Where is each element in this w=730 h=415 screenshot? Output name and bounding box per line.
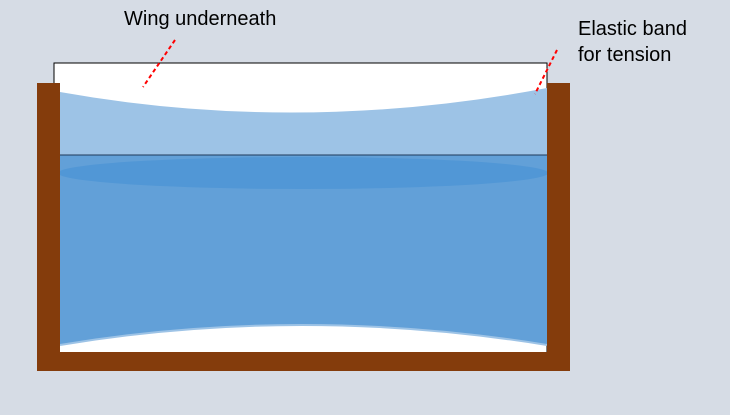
lower-sheet xyxy=(60,155,547,345)
elastic-label-line-2: for tension xyxy=(578,44,672,66)
upper-sheet xyxy=(60,88,547,155)
wing-pointer-line xyxy=(142,39,176,88)
sheet-fold-ellipse xyxy=(58,157,548,189)
elastic-label-line-1: Elastic band xyxy=(578,18,687,40)
sheet-bottom-edge xyxy=(59,324,548,346)
frame-base xyxy=(37,352,570,371)
frame-left-post xyxy=(37,83,60,371)
frame-right-post xyxy=(547,83,570,371)
elastic-pointer-line xyxy=(534,49,558,95)
wing-label: Wing underneath xyxy=(124,8,277,30)
elastic-band-label: Elastic band for tension xyxy=(578,16,687,68)
